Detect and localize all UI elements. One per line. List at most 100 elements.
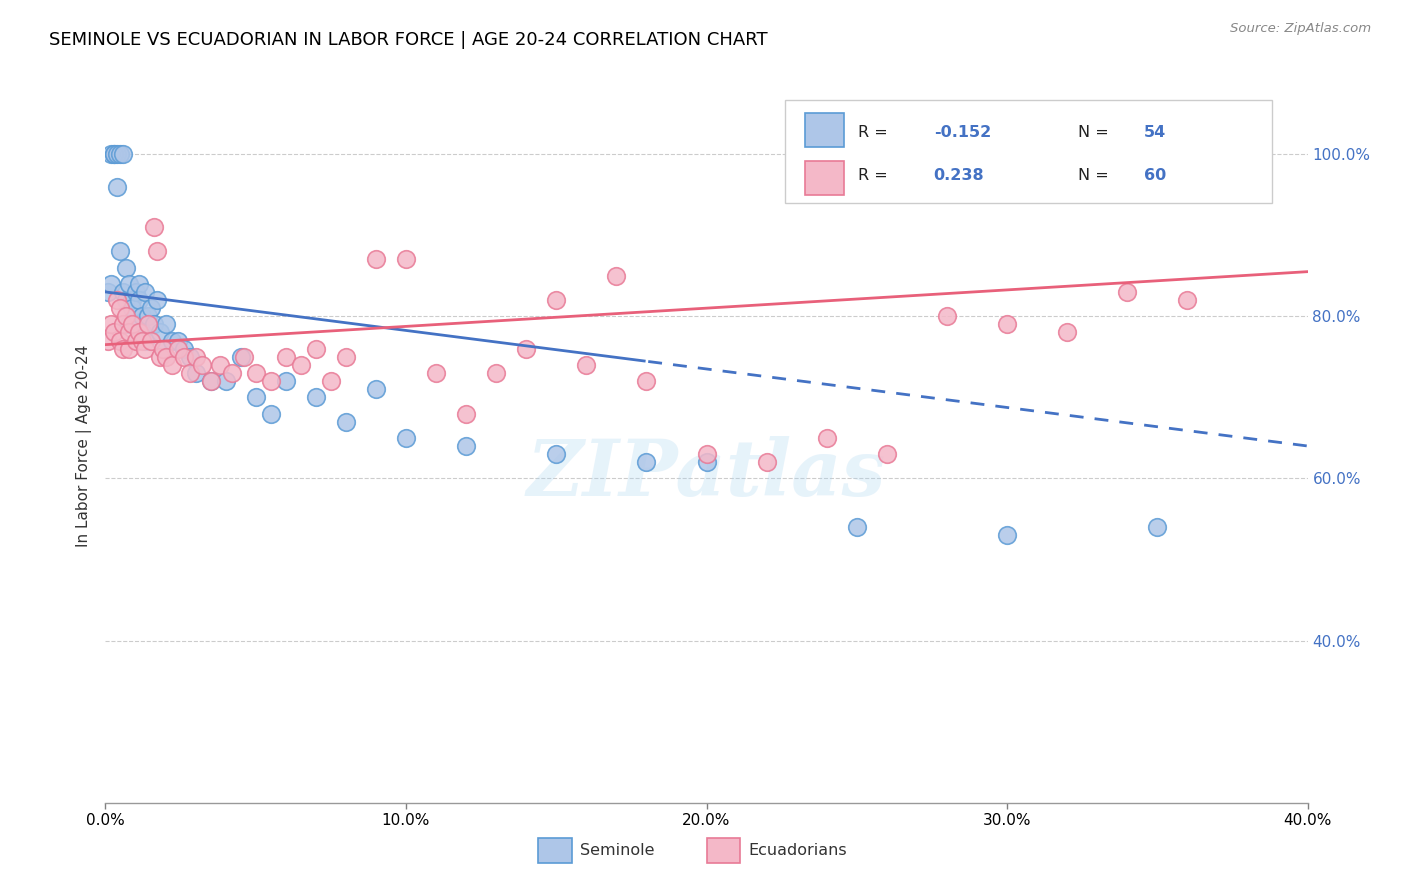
Point: [179, 350, 201, 364]
Point: [876, 447, 898, 461]
Bar: [806, 112, 844, 147]
Point: [145, 244, 167, 259]
Text: Ecuadorians: Ecuadorians: [748, 843, 848, 858]
Text: Source: ZipAtlas.com: Source: ZipAtlas.com: [1230, 22, 1371, 36]
Point: [136, 310, 159, 324]
Text: SEMINOLE VS ECUADORIAN IN LABOR FORCE | AGE 20-24 CORRELATION CHART: SEMINOLE VS ECUADORIAN IN LABOR FORCE | …: [49, 31, 768, 49]
Text: 60: 60: [1144, 169, 1167, 183]
Point: [155, 350, 177, 364]
Point: [319, 374, 342, 388]
Point: [115, 260, 138, 275]
Point: [454, 407, 477, 421]
Point: [124, 334, 146, 348]
Bar: [707, 838, 740, 863]
Point: [115, 293, 138, 307]
Point: [166, 342, 188, 356]
Point: [160, 334, 183, 348]
Point: [605, 268, 627, 283]
Point: [200, 374, 222, 388]
Point: [131, 334, 153, 348]
Point: [134, 334, 156, 348]
Point: [100, 277, 122, 291]
Text: 0.238: 0.238: [934, 169, 984, 183]
Point: [636, 374, 658, 388]
Point: [124, 318, 146, 332]
Point: [245, 366, 267, 380]
Point: [305, 342, 328, 356]
Point: [103, 147, 125, 161]
Point: [425, 366, 447, 380]
Point: [260, 407, 283, 421]
Point: [97, 334, 120, 348]
Point: [112, 318, 135, 332]
Point: [245, 390, 267, 404]
Point: [131, 310, 153, 324]
Point: [110, 244, 132, 259]
Point: [128, 326, 150, 340]
Point: [335, 415, 357, 429]
Point: [636, 455, 658, 469]
Point: [118, 318, 141, 332]
Point: [936, 310, 959, 324]
Point: [118, 326, 141, 340]
Point: [184, 350, 207, 364]
Point: [546, 293, 568, 307]
Point: [274, 350, 297, 364]
Point: [1146, 520, 1168, 534]
Point: [152, 342, 174, 356]
FancyBboxPatch shape: [785, 100, 1271, 203]
Point: [395, 431, 418, 445]
Point: [134, 285, 156, 299]
Point: [485, 366, 508, 380]
Point: [515, 342, 537, 356]
Point: [454, 439, 477, 453]
Point: [232, 350, 254, 364]
Point: [121, 301, 143, 315]
Text: R =: R =: [858, 169, 893, 183]
Point: [148, 326, 170, 340]
Point: [173, 342, 195, 356]
Point: [100, 147, 122, 161]
Text: -0.152: -0.152: [934, 125, 991, 140]
Point: [229, 350, 252, 364]
Point: [115, 310, 138, 324]
Point: [103, 326, 125, 340]
Point: [152, 342, 174, 356]
Point: [136, 318, 159, 332]
Point: [1175, 293, 1198, 307]
Point: [546, 447, 568, 461]
Point: [200, 374, 222, 388]
Text: N =: N =: [1078, 125, 1114, 140]
Point: [995, 528, 1018, 542]
Point: [100, 318, 122, 332]
Point: [1116, 285, 1139, 299]
Point: [208, 358, 231, 372]
Point: [110, 147, 132, 161]
Point: [118, 342, 141, 356]
Point: [121, 318, 143, 332]
Point: [1056, 326, 1078, 340]
Point: [107, 147, 129, 161]
Point: [221, 366, 243, 380]
Point: [815, 431, 838, 445]
Point: [184, 366, 207, 380]
Point: [134, 342, 156, 356]
Point: [148, 350, 170, 364]
Point: [112, 285, 135, 299]
Point: [103, 147, 125, 161]
Point: [97, 285, 120, 299]
Text: Seminole: Seminole: [581, 843, 655, 858]
Point: [124, 285, 146, 299]
Point: [112, 147, 135, 161]
Point: [107, 179, 129, 194]
Point: [395, 252, 418, 267]
Bar: [806, 161, 844, 195]
Point: [179, 366, 201, 380]
Point: [131, 326, 153, 340]
Point: [118, 277, 141, 291]
Point: [755, 455, 778, 469]
Point: [274, 374, 297, 388]
Point: [305, 390, 328, 404]
Bar: [538, 838, 572, 863]
Point: [110, 301, 132, 315]
